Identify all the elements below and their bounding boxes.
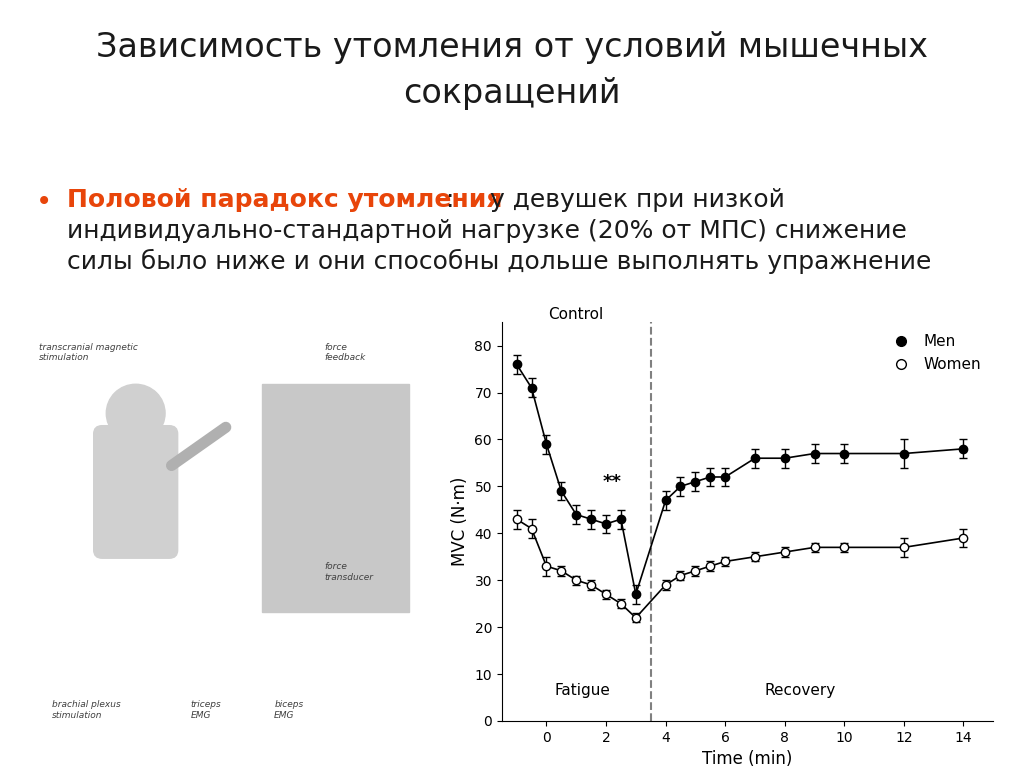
Text: Recovery: Recovery xyxy=(764,683,836,697)
Text: :: : xyxy=(445,188,454,212)
Circle shape xyxy=(106,384,165,443)
Y-axis label: MVC (N·m): MVC (N·m) xyxy=(451,477,469,566)
Text: force
feedback: force feedback xyxy=(325,343,366,362)
Text: brachial plexus
stimulation: brachial plexus stimulation xyxy=(51,700,121,719)
Text: индивидуально-стандартной нагрузке (20% от МПС) снижение: индивидуально-стандартной нагрузке (20% … xyxy=(67,219,906,242)
Text: Зависимость утомления от условий мышечных: Зависимость утомления от условий мышечны… xyxy=(96,31,928,64)
Text: Fatigue: Fatigue xyxy=(554,683,610,697)
Text: у девушек при низкой: у девушек при низкой xyxy=(458,188,784,212)
Text: biceps
EMG: biceps EMG xyxy=(274,700,303,719)
Text: force
transducer: force transducer xyxy=(325,562,374,581)
FancyArrowPatch shape xyxy=(172,427,225,466)
Text: triceps
EMG: triceps EMG xyxy=(190,700,221,719)
Text: силы было ниже и они способны дольше выполнять упражнение: силы было ниже и они способны дольше вып… xyxy=(67,249,931,275)
Legend: Men, Women: Men, Women xyxy=(881,330,986,377)
Bar xyxy=(261,384,409,612)
Text: •: • xyxy=(36,188,52,216)
FancyBboxPatch shape xyxy=(94,426,178,558)
Text: сокращений: сокращений xyxy=(403,77,621,110)
Text: Половой парадокс утомления: Половой парадокс утомления xyxy=(67,188,502,212)
Text: Control: Control xyxy=(549,307,604,322)
Text: transcranial magnetic
stimulation: transcranial magnetic stimulation xyxy=(39,343,138,362)
Text: **: ** xyxy=(602,473,622,491)
X-axis label: Time (min): Time (min) xyxy=(702,750,793,767)
